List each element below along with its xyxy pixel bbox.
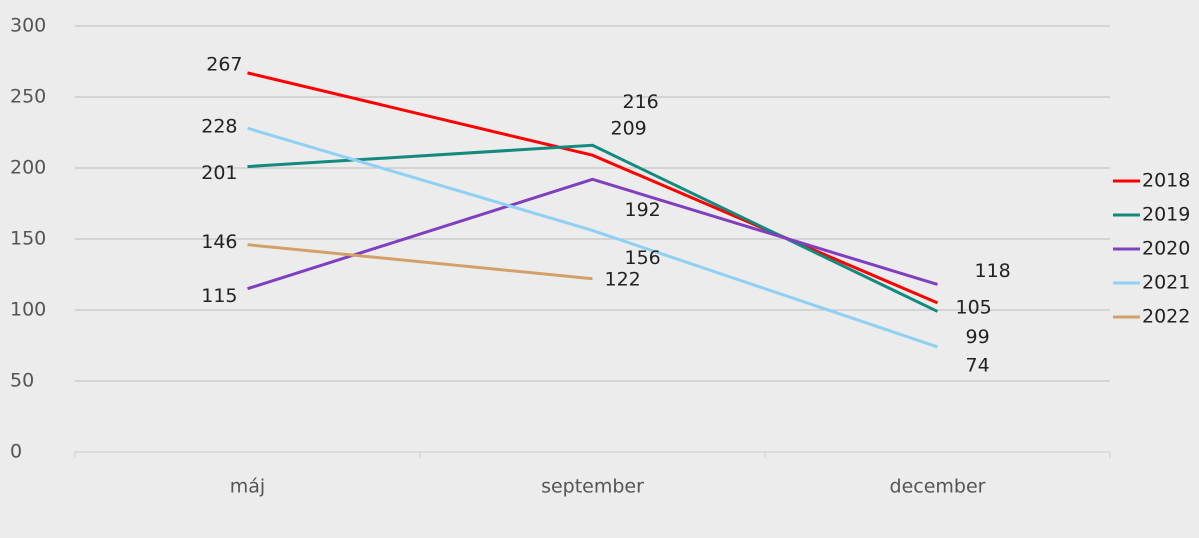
data-label: 115	[201, 285, 237, 307]
y-tick-label: 100	[10, 299, 46, 321]
line-series	[247, 71, 939, 305]
data-label: 99	[966, 326, 990, 348]
x-tick-label: september	[541, 476, 644, 498]
legend-label: 2021	[1142, 272, 1190, 294]
line-series	[247, 177, 938, 291]
data-label: 192	[625, 199, 661, 221]
y-tick-label: 50	[10, 370, 34, 392]
legend-label: 2020	[1142, 238, 1190, 260]
data-label: 146	[201, 231, 237, 253]
data-label: 201	[201, 162, 237, 184]
data-label: 105	[956, 296, 992, 318]
y-tick-label: 0	[10, 441, 22, 463]
data-label: 156	[625, 247, 661, 269]
y-tick-label: 150	[10, 228, 46, 250]
line-series	[247, 243, 593, 281]
data-label: 216	[623, 91, 659, 113]
data-label: 209	[611, 118, 647, 140]
legend-label: 2018	[1142, 170, 1190, 192]
legend-label: 2022	[1142, 306, 1190, 328]
data-label: 267	[206, 53, 242, 75]
legend-label: 2019	[1142, 204, 1190, 226]
y-tick-label: 300	[10, 15, 46, 37]
x-tick-label: máj	[230, 476, 265, 498]
data-label: 74	[966, 354, 990, 376]
line-series	[247, 126, 938, 349]
line-series	[247, 143, 939, 313]
data-label: 118	[975, 260, 1011, 282]
x-tick-label: december	[890, 476, 986, 498]
y-tick-label: 250	[10, 86, 46, 108]
y-tick-label: 200	[10, 157, 46, 179]
data-label: 122	[605, 268, 641, 290]
data-label: 228	[201, 116, 237, 138]
